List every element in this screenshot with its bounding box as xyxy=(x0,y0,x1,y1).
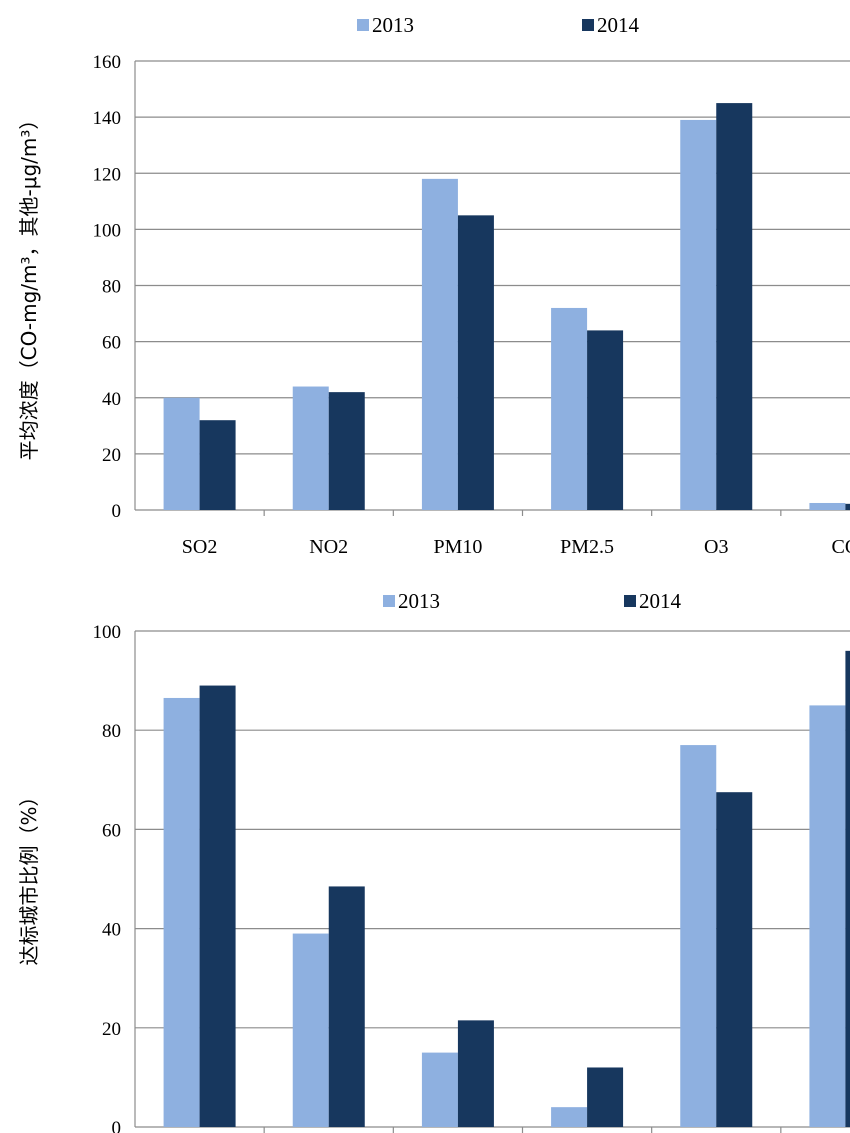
bar-2014-CO xyxy=(845,650,850,1127)
bar-2014-SO2 xyxy=(199,685,236,1127)
bar-2013-O3 xyxy=(680,745,717,1127)
bar-2014-O3 xyxy=(716,792,753,1127)
bar-2013-NO2 xyxy=(292,933,329,1127)
bar-2013-PM2.5 xyxy=(551,1107,588,1127)
legend-swatch xyxy=(582,19,594,31)
x-category-label: O3 xyxy=(704,536,728,558)
bar-2013-PM10 xyxy=(421,1052,458,1127)
bar-2013-PM10 xyxy=(421,178,458,511)
bar-2013-CO xyxy=(809,502,846,510)
y-tick-label: 100 xyxy=(93,622,122,643)
bar-2014-NO2 xyxy=(328,886,365,1127)
x-category-label: PM2.5 xyxy=(560,536,614,558)
bar-2014-CO xyxy=(845,503,850,510)
bar-2013-SO2 xyxy=(163,697,200,1127)
bar-2013-SO2 xyxy=(163,397,200,510)
legend-label: 2013 xyxy=(398,589,440,613)
legend-label: 2013 xyxy=(372,13,414,37)
y-tick-label: 80 xyxy=(102,721,121,742)
legend-swatch xyxy=(383,595,395,607)
bar-2014-O3 xyxy=(716,103,753,510)
bar-2013-PM2.5 xyxy=(551,307,588,510)
y-tick-label: 80 xyxy=(102,277,121,298)
legend-label: 2014 xyxy=(597,13,640,37)
bar-2013-CO xyxy=(809,705,846,1127)
y-tick-label: 60 xyxy=(102,333,121,354)
bar-2013-O3 xyxy=(680,119,717,511)
bar-2014-SO2 xyxy=(199,420,236,510)
y-tick-label: 120 xyxy=(93,164,122,185)
y-tick-label: 40 xyxy=(102,920,121,941)
legend-swatch xyxy=(357,19,369,31)
y-tick-label: 160 xyxy=(93,52,122,73)
bar-2014-PM10 xyxy=(457,215,494,510)
x-category-label: SO2 xyxy=(182,536,218,558)
compliance-ratio-chart: 020406080100SO2NO2PM10PM2.5O3CO20132014达… xyxy=(17,589,850,1133)
y-tick-label: 140 xyxy=(93,108,122,129)
y-tick-label: 0 xyxy=(112,1118,122,1133)
x-category-label: PM10 xyxy=(433,536,482,558)
legend-swatch xyxy=(624,595,636,607)
concentration-chart: 0 20 40 60 80 100 120 140 160 SO2 NO2 PM10 PM2.5 O3 CO… xyxy=(17,13,850,558)
y-tick-label: 100 xyxy=(93,220,122,241)
y-tick-label: 0 xyxy=(112,501,122,522)
y-tick-label: 40 xyxy=(102,389,121,410)
y-axis-label: 达标城市比例（%） xyxy=(17,786,41,965)
y-tick-label: 20 xyxy=(102,1019,121,1040)
bar-2014-PM10 xyxy=(457,1020,494,1127)
bar-2014-PM2.5 xyxy=(587,330,624,510)
y-axis-label: 平均浓度（CO-mg/m³，其他-μg/m³） xyxy=(17,110,41,461)
x-category-label: CO xyxy=(832,536,850,558)
y-tick-label: 60 xyxy=(102,820,121,841)
legend-label: 2014 xyxy=(639,589,682,613)
y-tick-label: 20 xyxy=(102,445,121,466)
bar-2014-NO2 xyxy=(328,392,365,510)
x-category-label: NO2 xyxy=(309,536,348,558)
bar-2014-PM2.5 xyxy=(587,1067,624,1127)
bar-2013-NO2 xyxy=(292,386,329,510)
